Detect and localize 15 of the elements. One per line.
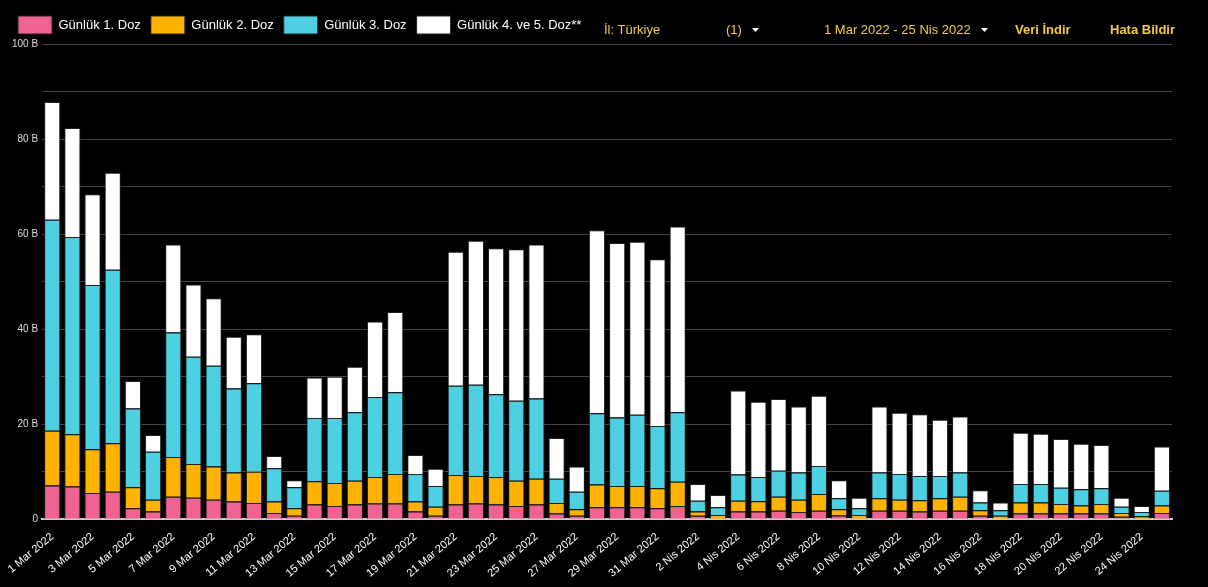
legend-label: Günlük 1. Doz	[58, 16, 141, 32]
legend-label: Günlük 2. Doz	[191, 16, 274, 32]
text: 1 Mar 2022 - 25 Nis 2022	[824, 22, 971, 37]
text: Hata Bildir	[1110, 22, 1176, 37]
text: İl: Türkiye	[604, 22, 661, 37]
y-tick-label: 20 B	[17, 417, 39, 429]
y-tick-label: 0	[32, 512, 39, 524]
text: (1)	[726, 22, 742, 37]
y-tick-label: 40 B	[17, 322, 39, 334]
y-tick-label: 100 B	[11, 37, 39, 49]
text: Veri İndir	[1015, 22, 1071, 37]
y-tick-label: 60 B	[17, 227, 39, 239]
legend-label: Günlük 4. ve 5. Doz**	[457, 16, 582, 32]
legend-label: Günlük 3. Doz	[324, 16, 407, 32]
y-tick-label: 80 B	[17, 132, 39, 144]
